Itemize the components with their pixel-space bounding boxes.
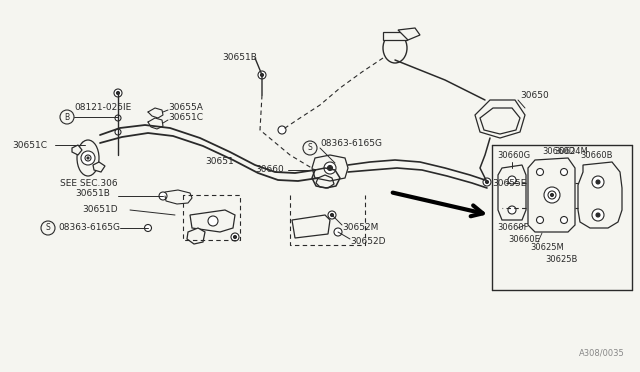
- Circle shape: [41, 221, 55, 235]
- Text: B: B: [65, 112, 70, 122]
- Text: 30660E: 30660E: [508, 235, 540, 244]
- Text: 30651B: 30651B: [222, 54, 257, 62]
- Text: 30651D: 30651D: [82, 205, 118, 215]
- Text: 30651C: 30651C: [12, 141, 47, 150]
- Circle shape: [592, 176, 604, 188]
- Text: 30660: 30660: [255, 166, 284, 174]
- Circle shape: [81, 151, 95, 165]
- Text: 30625M: 30625M: [530, 244, 564, 253]
- Circle shape: [159, 192, 167, 200]
- Circle shape: [596, 180, 600, 184]
- Polygon shape: [398, 28, 420, 40]
- Circle shape: [60, 110, 74, 124]
- Text: 08121-025IE: 08121-025IE: [74, 103, 131, 112]
- Circle shape: [561, 169, 568, 176]
- Polygon shape: [578, 162, 622, 228]
- Circle shape: [115, 115, 121, 121]
- Text: 30651: 30651: [205, 157, 234, 167]
- Circle shape: [231, 233, 239, 241]
- Text: 30624M: 30624M: [554, 148, 588, 157]
- Circle shape: [81, 141, 88, 148]
- Text: 08363-6165G: 08363-6165G: [58, 224, 120, 232]
- Polygon shape: [475, 100, 525, 138]
- Polygon shape: [312, 155, 348, 181]
- Text: 30660B: 30660B: [580, 151, 612, 160]
- Circle shape: [85, 155, 91, 161]
- Text: A308/0035: A308/0035: [579, 349, 625, 358]
- Circle shape: [328, 211, 336, 219]
- Polygon shape: [498, 165, 526, 220]
- Circle shape: [145, 224, 152, 231]
- Circle shape: [258, 71, 266, 79]
- Ellipse shape: [77, 140, 99, 176]
- Text: 30651B: 30651B: [75, 189, 110, 199]
- Ellipse shape: [383, 33, 407, 63]
- Text: 30625B: 30625B: [545, 256, 577, 264]
- Polygon shape: [187, 228, 205, 244]
- Circle shape: [592, 209, 604, 221]
- Text: 30660D: 30660D: [542, 148, 575, 157]
- Circle shape: [260, 74, 264, 77]
- Circle shape: [208, 216, 218, 226]
- Text: 30652D: 30652D: [350, 237, 385, 247]
- Circle shape: [561, 217, 568, 224]
- Text: S: S: [308, 144, 312, 153]
- Circle shape: [87, 157, 89, 159]
- Circle shape: [115, 129, 121, 135]
- Text: 30655E: 30655E: [492, 179, 526, 187]
- Circle shape: [116, 92, 120, 94]
- Circle shape: [334, 228, 342, 236]
- Text: 30660G: 30660G: [497, 151, 530, 160]
- Circle shape: [550, 193, 554, 196]
- Text: 08363-6165G: 08363-6165G: [320, 138, 382, 148]
- Circle shape: [278, 126, 286, 134]
- Circle shape: [114, 89, 122, 97]
- Polygon shape: [292, 215, 330, 238]
- Circle shape: [596, 213, 600, 217]
- Circle shape: [536, 169, 543, 176]
- Text: SEE SEC.306: SEE SEC.306: [60, 180, 118, 189]
- Circle shape: [508, 176, 516, 184]
- Polygon shape: [480, 108, 520, 134]
- Circle shape: [483, 178, 491, 186]
- Circle shape: [486, 180, 488, 183]
- Text: 30660F: 30660F: [497, 224, 529, 232]
- Text: 30655A: 30655A: [168, 103, 203, 112]
- Circle shape: [328, 166, 333, 170]
- Circle shape: [508, 206, 516, 214]
- Circle shape: [324, 162, 336, 174]
- Text: 30650: 30650: [520, 92, 548, 100]
- Polygon shape: [93, 162, 105, 172]
- Circle shape: [303, 141, 317, 155]
- Circle shape: [548, 191, 556, 199]
- Text: 30651C: 30651C: [168, 113, 203, 122]
- Circle shape: [330, 214, 333, 217]
- Circle shape: [536, 217, 543, 224]
- Circle shape: [234, 235, 237, 238]
- Polygon shape: [528, 158, 575, 232]
- Text: S: S: [45, 224, 51, 232]
- Polygon shape: [383, 32, 407, 40]
- Polygon shape: [72, 145, 82, 155]
- Text: 30652M: 30652M: [342, 224, 378, 232]
- Circle shape: [544, 187, 560, 203]
- Polygon shape: [190, 210, 235, 232]
